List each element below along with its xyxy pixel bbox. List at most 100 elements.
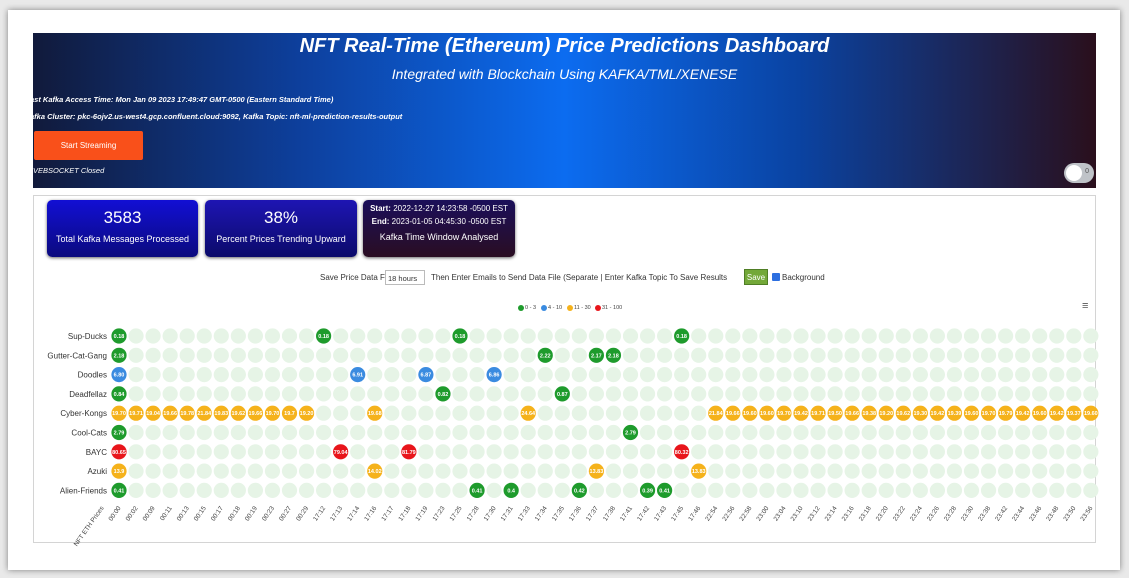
heatmap-cell-empty bbox=[418, 463, 434, 479]
heatmap-cell[interactable] bbox=[793, 405, 809, 421]
heatmap-cell[interactable] bbox=[998, 405, 1014, 421]
heatmap-cell-empty bbox=[418, 424, 434, 441]
heatmap-cell[interactable] bbox=[111, 444, 127, 460]
heatmap-cell[interactable] bbox=[469, 482, 485, 498]
heatmap-cell[interactable] bbox=[503, 482, 519, 498]
heatmap-cell[interactable] bbox=[776, 405, 792, 421]
start-streaming-button[interactable]: Start Streaming bbox=[34, 131, 143, 160]
heatmap-cell-empty bbox=[639, 444, 656, 460]
heatmap-cell[interactable] bbox=[111, 328, 127, 344]
heatmap-cell[interactable] bbox=[128, 405, 144, 421]
heatmap-cell-empty bbox=[622, 328, 639, 344]
heatmap-cell[interactable] bbox=[980, 405, 997, 421]
heatmap-cell[interactable] bbox=[861, 405, 877, 421]
heatmap-cell[interactable] bbox=[929, 405, 946, 421]
heatmap-cell[interactable] bbox=[691, 463, 707, 479]
cell-value: 13.83 bbox=[590, 469, 604, 475]
heatmap-cell-empty bbox=[827, 386, 843, 402]
heatmap-cell[interactable] bbox=[333, 444, 349, 460]
chart-menu-icon[interactable]: ≡ bbox=[1082, 300, 1089, 312]
heatmap-cell[interactable] bbox=[708, 405, 724, 421]
heatmap-cell[interactable] bbox=[316, 328, 332, 344]
heatmap-cell-empty bbox=[162, 347, 178, 363]
background-checkbox[interactable] bbox=[772, 273, 780, 281]
heatmap-cell-empty bbox=[810, 463, 826, 479]
heatmap-cell[interactable] bbox=[827, 405, 843, 421]
heatmap-cell[interactable] bbox=[298, 405, 315, 421]
heatmap-cell[interactable] bbox=[537, 347, 553, 363]
heatmap-cell-empty bbox=[912, 328, 928, 344]
heatmap-cell[interactable] bbox=[111, 386, 127, 402]
heatmap-cell[interactable] bbox=[264, 405, 281, 421]
heatmap-cell[interactable] bbox=[742, 405, 758, 421]
heatmap-cell[interactable] bbox=[1066, 405, 1082, 421]
heatmap-cell-empty bbox=[213, 463, 229, 479]
theme-toggle[interactable]: 0 bbox=[1064, 163, 1094, 183]
heatmap-cell[interactable] bbox=[588, 463, 605, 479]
heatmap-cell[interactable] bbox=[1049, 405, 1065, 421]
heatmap-cell[interactable] bbox=[111, 405, 127, 421]
heatmap-cell[interactable] bbox=[878, 405, 894, 421]
cell-value: 19.83 bbox=[214, 411, 228, 417]
heatmap-cell[interactable] bbox=[350, 367, 366, 383]
hours-input[interactable]: 18 hours bbox=[385, 270, 425, 285]
heatmap-cell[interactable] bbox=[946, 405, 963, 421]
heatmap-cell[interactable] bbox=[145, 405, 161, 421]
heatmap-cell-empty bbox=[844, 386, 860, 402]
cell-value: 19.66 bbox=[163, 411, 177, 417]
heatmap-cell[interactable] bbox=[1032, 405, 1048, 421]
heatmap-cell[interactable] bbox=[963, 405, 980, 421]
heatmap-cell[interactable] bbox=[111, 367, 127, 383]
heatmap-cell[interactable] bbox=[213, 405, 229, 421]
heatmap-cell[interactable] bbox=[418, 367, 434, 383]
heatmap-cell[interactable] bbox=[674, 444, 690, 460]
heatmap-cell[interactable] bbox=[162, 405, 178, 421]
heatmap-cell[interactable] bbox=[912, 405, 928, 421]
heatmap-cell[interactable] bbox=[281, 405, 298, 421]
heatmap-cell-empty bbox=[281, 463, 298, 479]
heatmap-cell[interactable] bbox=[486, 367, 502, 383]
heatmap-cell[interactable] bbox=[230, 405, 246, 421]
heatmap-cell[interactable] bbox=[520, 405, 536, 421]
heatmap-cell[interactable] bbox=[674, 328, 690, 344]
heatmap-cell-empty bbox=[554, 444, 570, 460]
heatmap-cell[interactable] bbox=[452, 328, 468, 344]
save-button[interactable]: Save bbox=[744, 269, 768, 285]
heatmap-cell-empty bbox=[384, 444, 400, 460]
heatmap-cell[interactable] bbox=[111, 424, 127, 441]
heatmap-cell-empty bbox=[571, 405, 587, 421]
heatmap-cell[interactable] bbox=[605, 347, 622, 363]
heatmap-cell[interactable] bbox=[401, 444, 417, 460]
x-axis-label: 23:22 bbox=[892, 505, 907, 523]
heatmap-cell[interactable] bbox=[759, 405, 775, 421]
heatmap-cell-empty bbox=[435, 405, 451, 421]
heatmap-cell[interactable] bbox=[111, 463, 127, 479]
heatmap-cell[interactable] bbox=[179, 405, 195, 421]
cell-value: 2.79 bbox=[114, 431, 125, 437]
heatmap-cell[interactable] bbox=[111, 482, 127, 498]
heatmap-cell-empty bbox=[1015, 444, 1031, 460]
heatmap-cell[interactable] bbox=[247, 405, 263, 421]
heatmap-cell[interactable] bbox=[725, 405, 741, 421]
heatmap-cell[interactable] bbox=[895, 405, 911, 421]
heatmap-cell[interactable] bbox=[657, 482, 673, 498]
heatmap-cell-empty bbox=[878, 463, 894, 479]
heatmap-cell-empty bbox=[469, 424, 485, 441]
heatmap-cell[interactable] bbox=[844, 405, 860, 421]
heatmap-cell[interactable] bbox=[435, 386, 451, 402]
heatmap-cell[interactable] bbox=[588, 347, 605, 363]
heatmap-cell[interactable] bbox=[196, 405, 212, 421]
heatmap-cell[interactable] bbox=[111, 347, 127, 363]
heatmap-cell[interactable] bbox=[810, 405, 826, 421]
heatmap-cell[interactable] bbox=[1015, 405, 1031, 421]
heatmap-cell[interactable] bbox=[367, 463, 383, 479]
heatmap-cell-empty bbox=[520, 424, 536, 441]
heatmap-cell-empty bbox=[946, 482, 963, 498]
heatmap-cell[interactable] bbox=[639, 482, 656, 498]
heatmap-cell[interactable] bbox=[367, 405, 383, 421]
heatmap-cell[interactable] bbox=[1083, 405, 1099, 421]
heatmap-cell[interactable] bbox=[554, 386, 570, 402]
heatmap-cell[interactable] bbox=[622, 424, 639, 441]
heatmap-cell[interactable] bbox=[571, 482, 587, 498]
heatmap-cell-empty bbox=[793, 444, 809, 460]
